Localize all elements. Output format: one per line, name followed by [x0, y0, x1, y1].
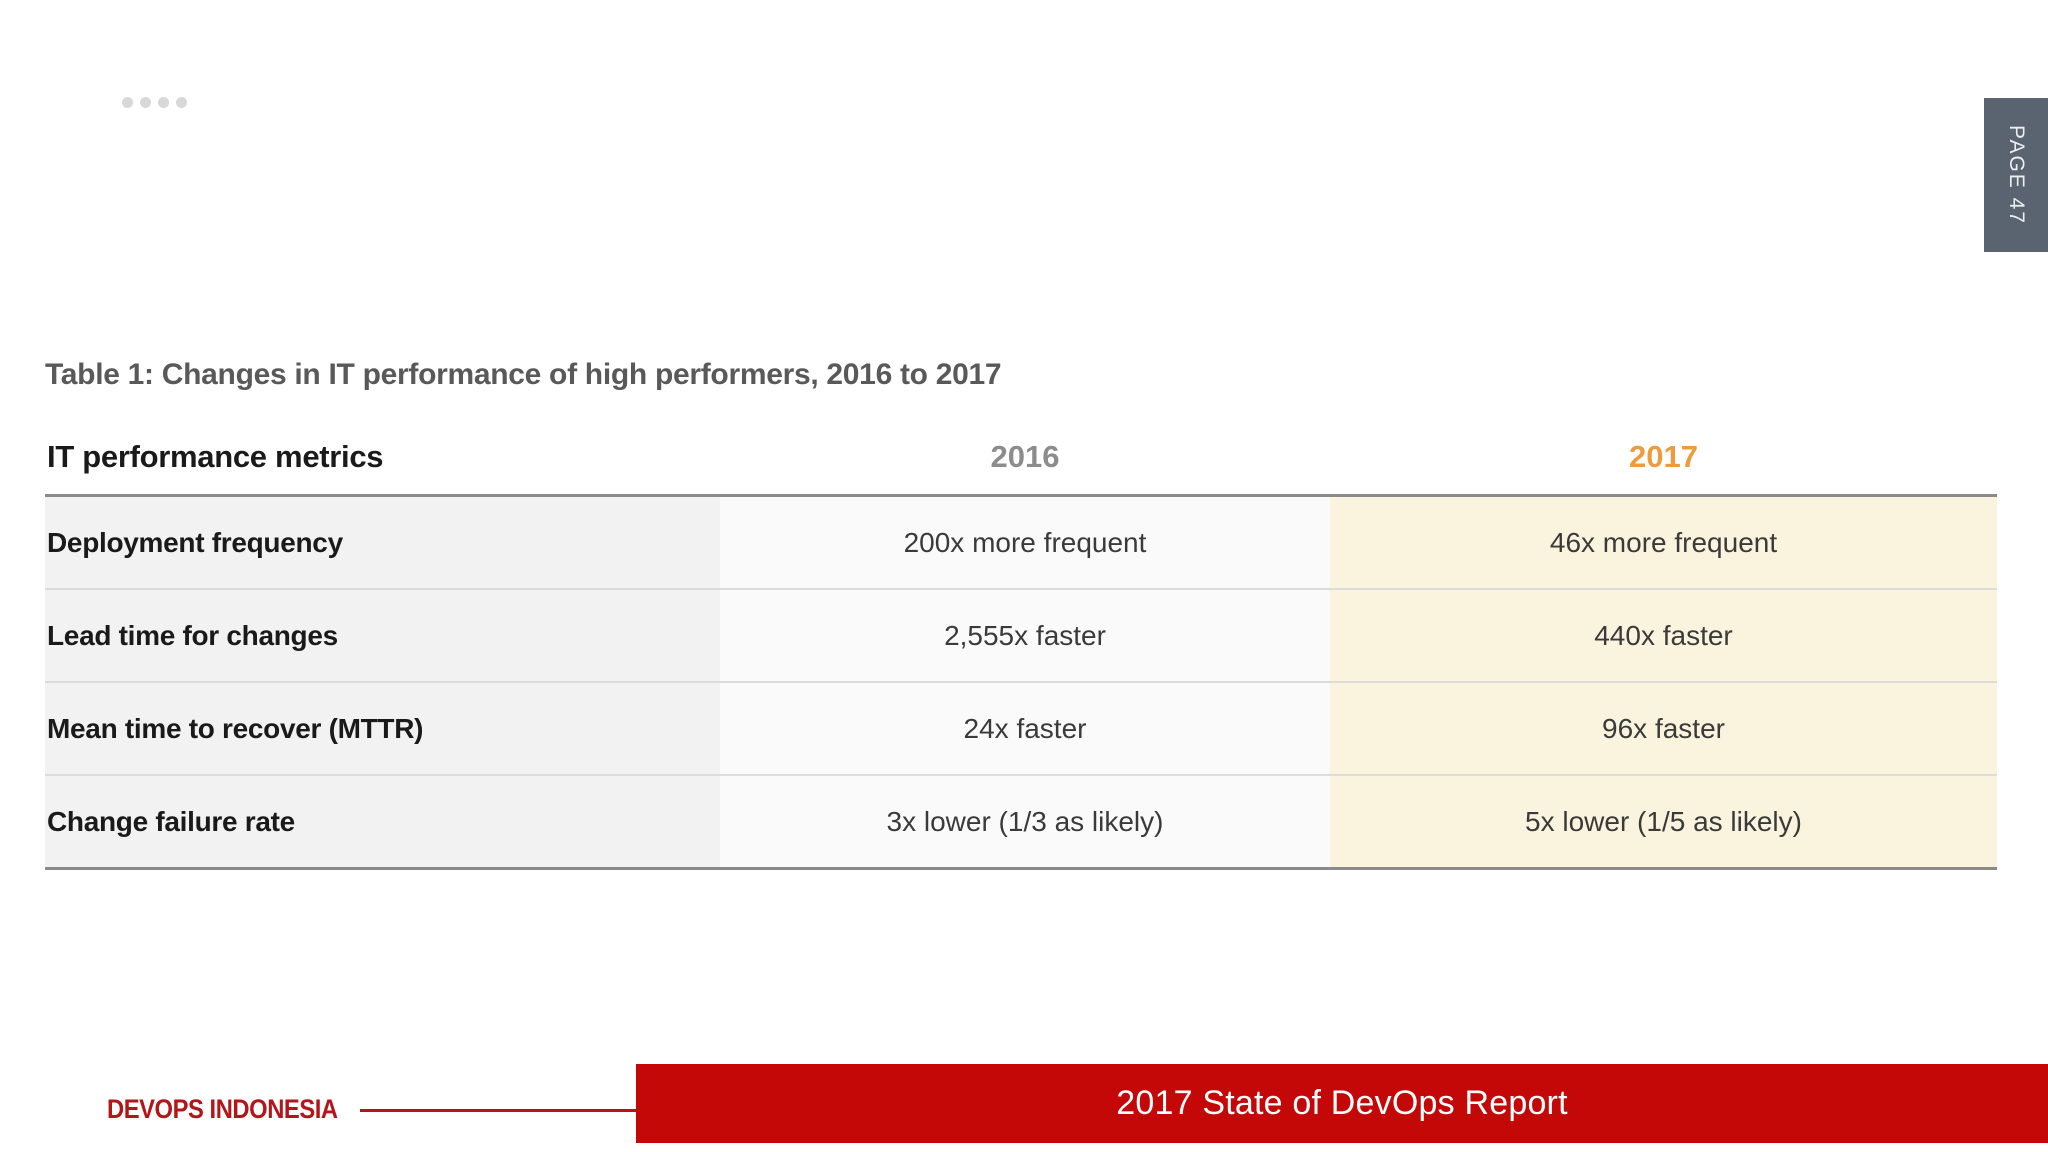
footer-banner-label: 2017 State of DevOps Report [1116, 1084, 1568, 1122]
dot-icon [158, 97, 169, 108]
value-2017-cell: 440x faster [1330, 590, 1997, 681]
metric-cell: Lead time for changes [45, 590, 720, 681]
column-header-2016: 2016 [990, 439, 1060, 474]
metric-cell: Change failure rate [45, 776, 720, 867]
dot-icon [176, 97, 187, 108]
slide-dots [122, 97, 187, 108]
dot-icon [140, 97, 151, 108]
table-row: Lead time for changes 2,555x faster 440x… [45, 590, 1997, 683]
value-2016-cell: 3x lower (1/3 as likely) [720, 776, 1330, 867]
brand-connector-line [360, 1109, 636, 1112]
page-number-label: PAGE 47 [2005, 125, 2028, 225]
value-2017-cell: 5x lower (1/5 as likely) [1330, 776, 1997, 867]
value-2017-cell: 96x faster [1330, 683, 1997, 774]
page-number-tab: PAGE 47 [1984, 98, 2048, 252]
table-row: Change failure rate 3x lower (1/3 as lik… [45, 776, 1997, 870]
table-row: Mean time to recover (MTTR) 24x faster 9… [45, 683, 1997, 776]
table-header-row: IT performance metrics 2016 2017 [45, 420, 1997, 497]
metric-cell: Mean time to recover (MTTR) [45, 683, 720, 774]
column-header-metrics: IT performance metrics [47, 439, 384, 474]
it-performance-table: IT performance metrics 2016 2017 Deploym… [45, 420, 1997, 870]
value-2016-cell: 200x more frequent [720, 497, 1330, 588]
brand-label: DEVOPS INDONESIA [107, 1094, 338, 1124]
dot-icon [122, 97, 133, 108]
footer-banner: 2017 State of DevOps Report [636, 1064, 2048, 1143]
value-2016-cell: 2,555x faster [720, 590, 1330, 681]
table-caption: Table 1: Changes in IT performance of hi… [45, 358, 1002, 391]
metric-cell: Deployment frequency [45, 497, 720, 588]
value-2017-cell: 46x more frequent [1330, 497, 1997, 588]
value-2016-cell: 24x faster [720, 683, 1330, 774]
column-header-2017: 2017 [1629, 439, 1698, 474]
table-row: Deployment frequency 200x more frequent … [45, 497, 1997, 590]
